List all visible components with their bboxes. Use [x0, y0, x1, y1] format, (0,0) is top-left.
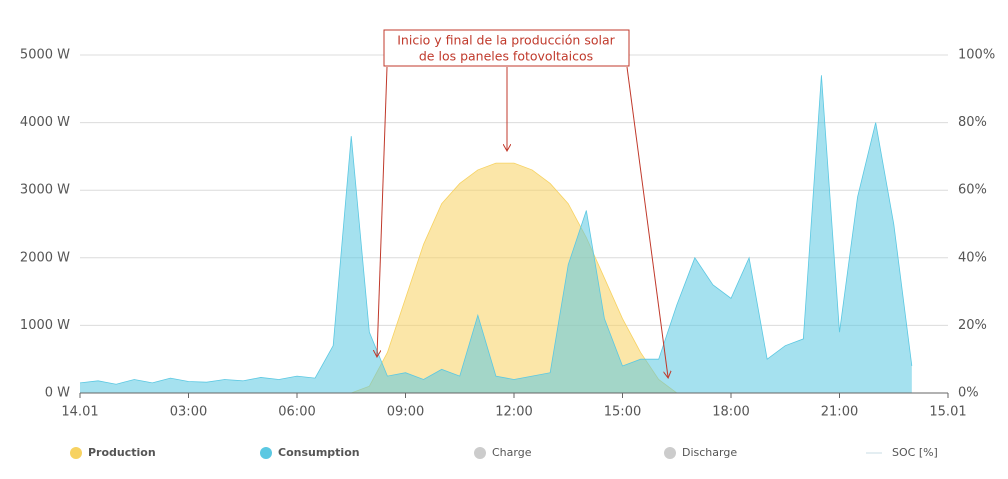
area-line — [79, 75, 913, 385]
x-tick-label: 15.01 — [929, 405, 966, 420]
arrow — [377, 66, 388, 356]
axis-labels: 0 W 1000 W 2000 W 3000 W 4000 W 5000 W 0% 20% 40… — [20, 48, 995, 420]
y-tick-label: 1000 W — [20, 318, 70, 333]
x-tick-label: 21:00 — [821, 405, 858, 420]
y-tick-label: 2000 W — [20, 250, 70, 265]
x-tick-label: 09:00 — [387, 405, 424, 420]
legend-label: Discharge — [682, 446, 737, 459]
x-tick-label: 14.01 — [61, 405, 98, 420]
legend-swatch — [664, 447, 676, 459]
y2-tick-label: 100% — [958, 48, 995, 63]
arrow — [626, 66, 668, 377]
y-tick-label: 0 W — [45, 386, 70, 401]
area-fill — [80, 75, 912, 393]
y2-tick-label: 80% — [958, 115, 987, 130]
y2-tick-label: 60% — [958, 183, 987, 198]
legend-label: Production — [88, 446, 156, 459]
annotation: Inicio y final de la producción solar de… — [377, 29, 668, 377]
legend-label: Charge — [492, 446, 532, 459]
y-tick-label: 5000 W — [20, 48, 70, 63]
y-tick-label: 3000 W — [20, 183, 70, 198]
annotation-box — [383, 29, 630, 67]
x-tick-label: 18:00 — [712, 405, 749, 420]
x-tick-label: 12:00 — [495, 405, 532, 420]
y-tick-label: 4000 W — [20, 115, 70, 130]
legend-label: Consumption — [278, 446, 360, 459]
y2-tick-label: 40% — [958, 250, 987, 265]
y2-tick-label: 20% — [958, 318, 987, 333]
x-tick-label: 06:00 — [278, 405, 315, 420]
x-tick-label: 03:00 — [170, 405, 207, 420]
legend-swatch — [70, 447, 82, 459]
legend-label: SOC [%] — [892, 446, 938, 459]
annotation-text: Inicio y final de la producción solar — [397, 33, 615, 48]
y2-tick-label: 0% — [958, 386, 979, 401]
legend-swatch — [260, 447, 272, 459]
annotation-text: de los paneles fotovoltaicos — [419, 49, 593, 64]
x-tick-label: 15:00 — [604, 405, 641, 420]
area-fill — [80, 163, 948, 393]
legend: Production Consumption Charge Discharge SOC … — [70, 446, 938, 459]
legend-swatch — [474, 447, 486, 459]
